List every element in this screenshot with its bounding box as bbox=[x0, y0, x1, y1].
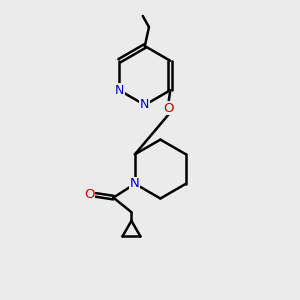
Text: N: N bbox=[115, 84, 124, 97]
Text: N: N bbox=[140, 98, 149, 112]
Text: O: O bbox=[84, 188, 94, 201]
Text: O: O bbox=[163, 102, 174, 115]
Text: N: N bbox=[130, 177, 140, 190]
